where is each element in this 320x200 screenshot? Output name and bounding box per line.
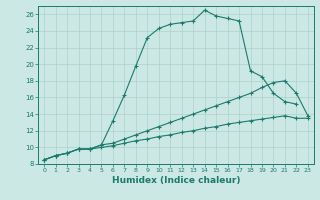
X-axis label: Humidex (Indice chaleur): Humidex (Indice chaleur) bbox=[112, 176, 240, 185]
